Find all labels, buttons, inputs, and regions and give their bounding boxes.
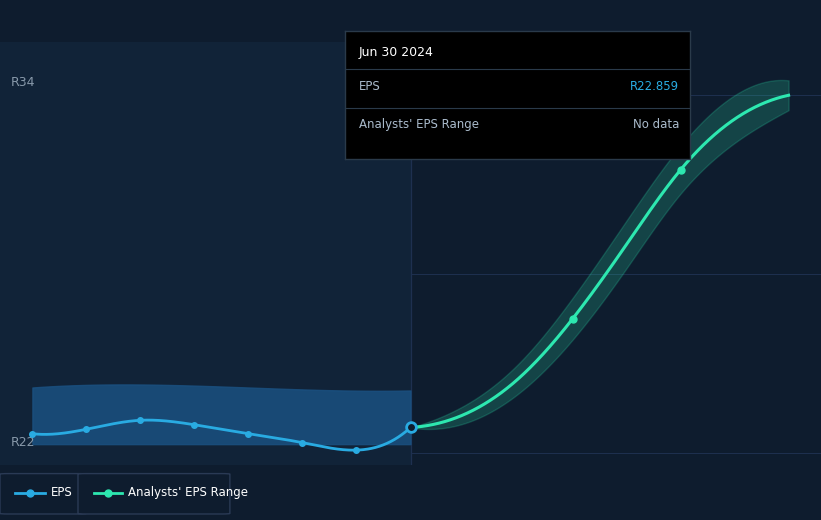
Text: EPS: EPS — [51, 486, 72, 499]
Text: EPS: EPS — [359, 80, 380, 93]
Text: R34: R34 — [11, 76, 35, 89]
Text: Analysts Forecasts: Analysts Forecasts — [420, 81, 535, 94]
FancyBboxPatch shape — [0, 474, 86, 514]
Text: Actual: Actual — [363, 81, 401, 94]
FancyBboxPatch shape — [78, 474, 230, 514]
Text: R22.859: R22.859 — [631, 80, 679, 93]
Text: Analysts' EPS Range: Analysts' EPS Range — [128, 486, 248, 499]
Text: Jun 30 2024: Jun 30 2024 — [359, 46, 433, 59]
Text: No data: No data — [633, 118, 679, 131]
Bar — [0, 42, 410, 468]
Text: R22: R22 — [11, 436, 35, 449]
Text: Analysts' EPS Range: Analysts' EPS Range — [359, 118, 479, 131]
